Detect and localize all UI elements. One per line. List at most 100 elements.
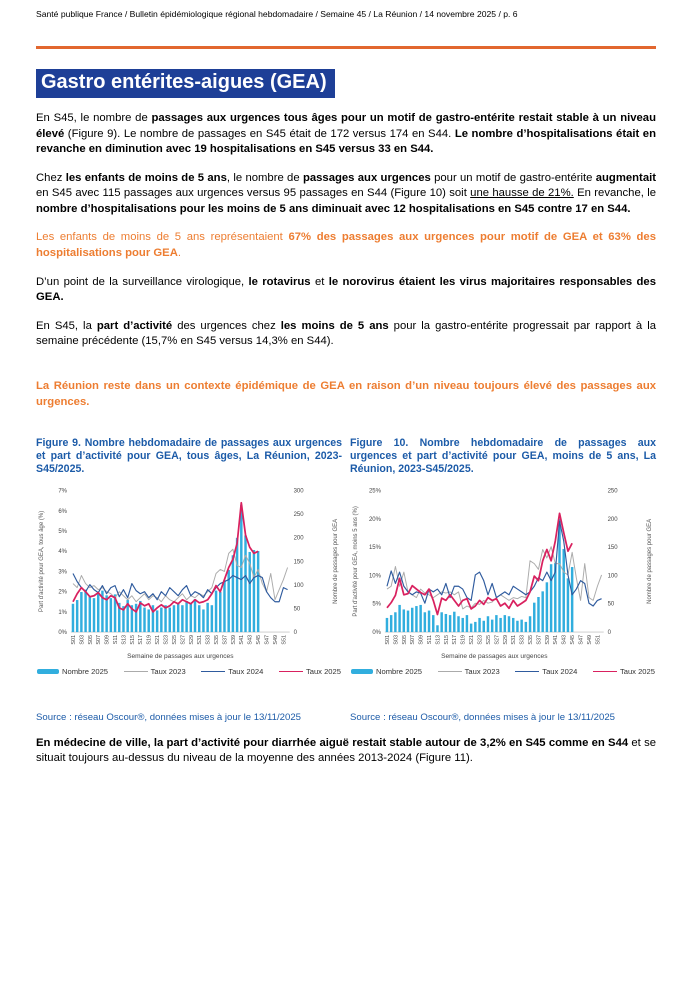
svg-text:Part d'activité pour GEA, moin: Part d'activité pour GEA, moins 5 ans (%… [353, 506, 359, 617]
legend-line-swatch [278, 670, 303, 673]
paragraph-part-activite: En S45, la part d’activité des urgences … [36, 319, 656, 350]
svg-text:S23: S23 [478, 635, 484, 645]
svg-text:Part d'activité pour GEA, tous: Part d'activité pour GEA, tous âge (%) [39, 511, 45, 612]
svg-text:S19: S19 [147, 635, 153, 645]
svg-text:S25: S25 [486, 635, 492, 645]
svg-text:25%: 25% [369, 488, 382, 494]
svg-text:S21: S21 [155, 635, 161, 645]
svg-text:0: 0 [294, 630, 298, 636]
text-run: D’un point de la surveillance virologiqu… [36, 275, 249, 288]
paragraph-medecine-de-ville: En médecine de ville, la part d’activité… [36, 736, 656, 767]
svg-text:20%: 20% [369, 517, 382, 523]
text-run: La Réunion reste dans un contexte épidém… [36, 379, 656, 408]
svg-text:Semaine de passages aux urgenc: Semaine de passages aux urgences [441, 653, 548, 660]
svg-text:S41: S41 [553, 635, 559, 645]
svg-text:S43: S43 [562, 635, 568, 645]
svg-text:6%: 6% [58, 509, 67, 515]
svg-text:S17: S17 [138, 635, 144, 645]
svg-text:S05: S05 [88, 635, 94, 645]
legend-item: Nombre 2025 [37, 667, 108, 676]
svg-text:S03: S03 [393, 635, 399, 645]
text-run: pour un motif de gastro-entérite [430, 171, 596, 184]
svg-text:S23: S23 [164, 635, 170, 645]
legend-label: Taux 2023 [464, 666, 500, 676]
text-run: . [177, 247, 181, 260]
svg-text:S51: S51 [595, 635, 601, 645]
legend-item: Taux 2024 [201, 667, 263, 676]
legend-label: Nombre 2025 [62, 666, 109, 676]
svg-text:150: 150 [294, 559, 305, 565]
text-run: pour la gastro-entérite progressait par … [36, 319, 657, 348]
svg-text:S09: S09 [419, 635, 425, 645]
figure9-caption: Figure 9. Nombre hebdomadaire de passage… [36, 437, 342, 475]
text-run: nombre d’hospitalisations pour les moins… [36, 202, 631, 215]
legend-line-swatch [123, 670, 148, 673]
svg-text:1%: 1% [58, 610, 67, 616]
legend-item: Taux 2024 [515, 667, 577, 676]
text-run: le norovirus étaient les virus majoritai… [36, 275, 656, 304]
svg-text:S39: S39 [231, 635, 237, 645]
svg-text:S09: S09 [105, 635, 111, 645]
section-title: Gastro entérites-aigues (GEA) [36, 69, 335, 98]
svg-text:S43: S43 [248, 635, 254, 645]
text-run: En S45, le nombre de [36, 112, 152, 124]
text-run: les moins de 5 ans [280, 319, 389, 332]
text-run: les enfants de moins de 5 ans [65, 171, 227, 184]
paragraph-proportion-orange: Les enfants de moins de 5 ans représenta… [36, 230, 656, 261]
svg-text:S31: S31 [511, 635, 517, 645]
svg-text:S47: S47 [265, 635, 271, 645]
svg-text:150: 150 [608, 545, 619, 551]
text-run: augmentait [595, 171, 657, 184]
svg-text:S15: S15 [444, 635, 450, 645]
legend-bar-swatch [37, 669, 59, 674]
svg-text:S35: S35 [528, 635, 534, 645]
svg-text:3%: 3% [58, 569, 67, 575]
text-run: En médecine de ville, la part d’activité… [36, 736, 629, 749]
paragraph-virologie: D’un point de la surveillance virologiqu… [36, 275, 656, 306]
svg-text:0: 0 [608, 630, 612, 636]
svg-text:S01: S01 [71, 635, 77, 645]
legend-item: Nombre 2025 [351, 667, 422, 676]
svg-text:200: 200 [294, 536, 305, 542]
svg-text:0%: 0% [372, 630, 381, 636]
svg-text:S01: S01 [385, 635, 391, 645]
figure9-source: Source : réseau Oscour®, données mises à… [36, 711, 302, 723]
svg-text:S29: S29 [503, 635, 509, 645]
text-run: et [310, 275, 329, 288]
figure10-source: Source : réseau Oscour®, données mises à… [350, 711, 616, 723]
svg-text:Nombre de passages pour GEA: Nombre de passages pour GEA [333, 519, 339, 604]
legend-line-swatch [437, 670, 462, 673]
svg-text:15%: 15% [369, 545, 382, 551]
svg-text:S15: S15 [130, 635, 136, 645]
svg-text:S03: S03 [79, 635, 85, 645]
svg-text:50: 50 [608, 602, 615, 608]
legend-item: Taux 2023 [123, 667, 186, 676]
svg-text:0%: 0% [58, 630, 67, 636]
text-run: En S45, la [36, 319, 97, 332]
svg-text:S33: S33 [206, 635, 212, 645]
svg-text:S07: S07 [410, 635, 416, 645]
svg-text:S49: S49 [273, 635, 279, 645]
svg-text:S45: S45 [570, 635, 576, 645]
svg-text:5%: 5% [372, 602, 381, 608]
svg-text:4%: 4% [58, 549, 67, 555]
legend-line-swatch [592, 670, 617, 673]
svg-text:S05: S05 [402, 635, 408, 645]
figure-9: Figure 9. Nombre hebdomadaire de passage… [36, 437, 342, 723]
legend-item: Taux 2023 [437, 666, 500, 676]
svg-text:S37: S37 [536, 635, 542, 645]
legend-bar-swatch [351, 669, 373, 674]
legend-item: Taux 2025 [278, 667, 341, 676]
svg-text:100: 100 [294, 583, 305, 589]
figure9-chart: 0% 1% 2% 3% 4% 5% 6% 7% 0 50 100 150 200 250 300 S01 S03… [39, 488, 339, 660]
svg-text:S39: S39 [545, 635, 551, 645]
svg-text:S47: S47 [579, 635, 585, 645]
svg-text:100: 100 [608, 573, 619, 579]
page-header: Santé publique France / Bulletin épidémi… [36, 9, 518, 19]
legend-line-swatch [515, 670, 540, 673]
figure10-legend: Nombre 2025 Taux 2023 Taux 2024 Taux 2025 [350, 667, 656, 676]
text-run: en S45 avec 115 passages aux urgences ve… [36, 187, 471, 200]
svg-text:S17: S17 [452, 635, 458, 645]
legend-label: Taux 2025 [619, 666, 655, 676]
